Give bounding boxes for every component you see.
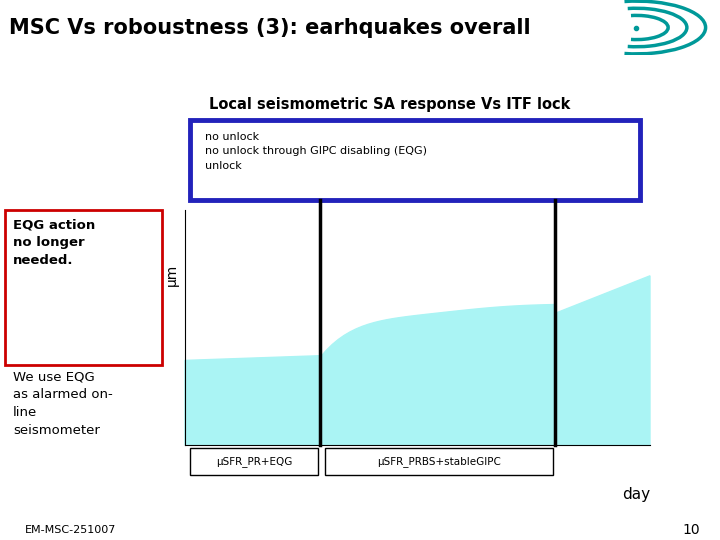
Text: no unlock
no unlock through GIPC disabling (EQG)
unlock: no unlock no unlock through GIPC disabli… — [205, 132, 427, 171]
Text: EM-MSC-251007: EM-MSC-251007 — [25, 525, 117, 535]
Bar — [190, 448, 318, 475]
Bar — [5, 210, 162, 365]
Text: MSC Vs roboustness (3): earhquakes overall: MSC Vs roboustness (3): earhquakes overa… — [9, 17, 530, 37]
Text: μSFR_PRBS+stableGIPC: μSFR_PRBS+stableGIPC — [377, 456, 501, 467]
Polygon shape — [185, 276, 650, 445]
Text: 10: 10 — [683, 523, 700, 537]
Text: day: day — [622, 488, 650, 503]
Text: EQG action
no longer
needed.: EQG action no longer needed. — [13, 218, 95, 267]
Bar — [190, 120, 640, 200]
Bar — [325, 448, 553, 475]
Text: μSFR_PR+EQG: μSFR_PR+EQG — [216, 456, 292, 467]
Text: Local seismometric SA response Vs ITF lock: Local seismometric SA response Vs ITF lo… — [210, 98, 571, 112]
Text: μm: μm — [165, 264, 179, 286]
Text: We use EQG
as alarmed on-
line
seismometer: We use EQG as alarmed on- line seismomet… — [13, 370, 113, 437]
